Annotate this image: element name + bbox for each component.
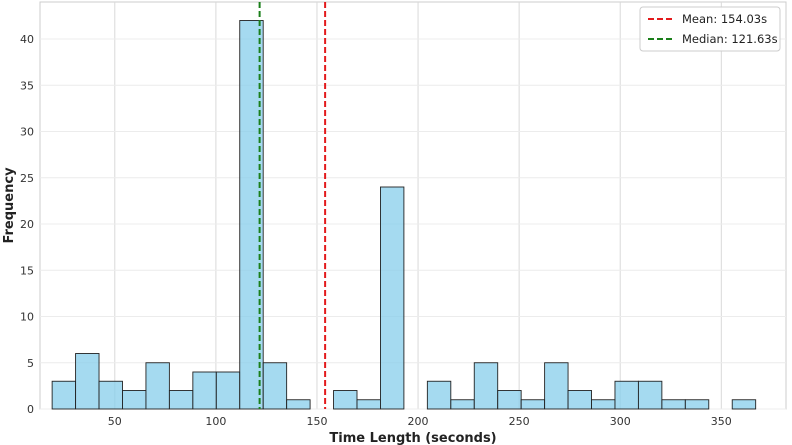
y-tick-label: 10 bbox=[20, 311, 34, 324]
x-tick-label: 250 bbox=[509, 415, 530, 428]
histogram-bar bbox=[544, 362, 569, 410]
histogram-bar bbox=[473, 362, 499, 410]
histogram-bar bbox=[192, 371, 217, 410]
reference-lines bbox=[258, 2, 327, 409]
y-tick-label: 25 bbox=[20, 172, 34, 185]
histogram-bar bbox=[51, 380, 77, 410]
x-tick-label: 300 bbox=[610, 415, 631, 428]
histogram-bar bbox=[567, 390, 592, 410]
histogram-bar bbox=[168, 390, 194, 410]
x-tick-label: 350 bbox=[711, 415, 732, 428]
histogram-bar bbox=[98, 380, 123, 410]
histogram-bar bbox=[333, 390, 358, 410]
histogram-bar bbox=[450, 399, 475, 410]
y-tick-labels: 0 5 10 15 20 25 30 35 40 bbox=[20, 33, 34, 416]
x-tick-label: 100 bbox=[205, 415, 226, 428]
y-tick-label: 30 bbox=[20, 126, 34, 139]
histogram-bar bbox=[497, 390, 522, 410]
y-axis-label: Frequency bbox=[2, 167, 17, 244]
histogram-bar bbox=[286, 399, 311, 410]
histogram-bar bbox=[426, 380, 452, 410]
legend-mean-label: Mean: 154.03s bbox=[682, 12, 767, 26]
histogram-bar bbox=[591, 399, 616, 410]
histogram-bar bbox=[684, 399, 710, 410]
histogram-bar bbox=[145, 362, 170, 410]
legend: Mean: 154.03s Median: 121.63s bbox=[639, 6, 781, 52]
plot-area bbox=[39, 1, 787, 410]
histogram-bar bbox=[122, 390, 147, 410]
y-tick-label: 35 bbox=[20, 79, 34, 92]
histogram-bar bbox=[215, 371, 241, 410]
histogram-bar bbox=[75, 353, 100, 410]
y-tick-label: 0 bbox=[27, 403, 34, 416]
legend-median-label: Median: 121.63s bbox=[682, 32, 778, 46]
x-tick-labels: 50 100 150 200 250 300 350 bbox=[108, 415, 732, 428]
x-tick-label: 50 bbox=[108, 415, 122, 428]
x-axis-label: Time Length (seconds) bbox=[329, 431, 496, 445]
histogram-bars bbox=[51, 20, 757, 410]
histogram-bar bbox=[614, 380, 639, 410]
legend-box bbox=[639, 6, 781, 52]
histogram-bar bbox=[380, 186, 405, 410]
histogram-bar bbox=[239, 20, 264, 410]
histogram-bar bbox=[637, 380, 663, 410]
histogram-bar bbox=[520, 399, 546, 410]
y-tick-label: 40 bbox=[20, 33, 34, 46]
y-tick-label: 15 bbox=[20, 264, 34, 277]
histogram-bar bbox=[731, 399, 757, 410]
histogram-bar bbox=[262, 362, 288, 410]
x-tick-label: 200 bbox=[408, 415, 429, 428]
grid-lines bbox=[40, 2, 786, 410]
y-tick-label: 5 bbox=[27, 357, 34, 370]
y-tick-label: 20 bbox=[20, 218, 34, 231]
histogram-bar bbox=[661, 399, 686, 410]
histogram-bar bbox=[356, 399, 381, 410]
x-tick-label: 150 bbox=[306, 415, 327, 428]
